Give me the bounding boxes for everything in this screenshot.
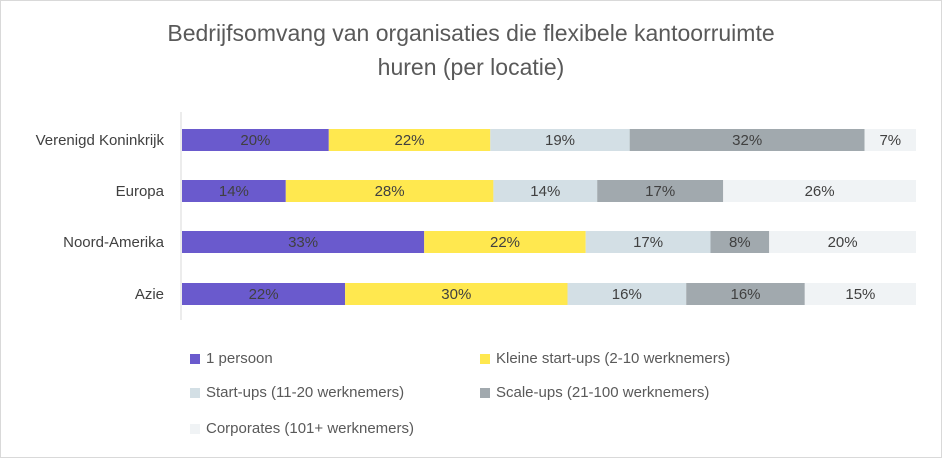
data-label: 20% — [240, 132, 270, 149]
legend-label: Scale-ups (21-100 werknemers) — [496, 384, 710, 401]
bar-segment — [493, 180, 598, 202]
chart-title: Bedrijfsomvang van organisaties die flex… — [0, 16, 942, 84]
data-label: 14% — [530, 183, 560, 200]
category-labels: Verenigd Koninkrijk Europa Noord-Amerika Az… — [36, 132, 165, 303]
legend-swatch — [190, 387, 200, 398]
data-label: 22% — [490, 234, 520, 251]
legend-item: Kleine start-ups (2-10 werknemers) — [480, 350, 730, 367]
category-label: Noord-Amerika — [63, 234, 165, 251]
chart-title-line-1: Bedrijfsomvang van organisaties die flex… — [167, 20, 775, 46]
legend-item: Start-ups (11-20 werknemers) — [190, 384, 404, 401]
bar-segment — [490, 129, 630, 151]
legend-label: Corporates (101+ werknemers) — [206, 420, 415, 437]
data-label: 17% — [633, 234, 663, 251]
data-label: 28% — [375, 183, 405, 200]
data-label: 22% — [249, 286, 279, 303]
bar-segment — [629, 129, 865, 151]
data-label: 33% — [288, 234, 318, 251]
bar-segment — [424, 231, 586, 253]
bar-segment — [864, 129, 916, 151]
data-label: 20% — [828, 234, 858, 251]
bar-segment — [182, 283, 346, 305]
legend-swatch — [190, 423, 200, 434]
legend-label: Start-ups (11-20 werknemers) — [206, 384, 405, 401]
data-label: 19% — [545, 132, 575, 149]
bar-segment — [585, 231, 711, 253]
bar-segment — [710, 231, 770, 253]
bar-segment — [686, 283, 805, 305]
data-label: 8% — [729, 234, 751, 251]
bar-segment — [182, 231, 425, 253]
legend-item: Scale-ups (21-100 werknemers) — [480, 384, 709, 401]
legend-swatch — [190, 353, 200, 364]
data-label: 14% — [219, 183, 249, 200]
category-label: Verenigd Koninkrijk — [36, 132, 165, 149]
legend-item: Corporates (101+ werknemers) — [190, 420, 414, 437]
chart-title-line-2: huren (per locatie) — [377, 54, 565, 80]
legend-swatch — [480, 353, 490, 364]
legend-label: 1 persoon — [206, 350, 273, 367]
legend-label: Kleine start-ups (2-10 werknemers) — [496, 350, 731, 367]
data-label: 16% — [730, 286, 760, 303]
bars-group: 20% 22% 19% 32% 7% 14% 28% 14% 17% 26% 33% 22% 17% 8%… — [182, 129, 916, 305]
bar-segment — [567, 283, 687, 305]
bar-segment — [804, 283, 916, 305]
category-label: Azie — [135, 286, 164, 303]
bar-segment — [723, 180, 916, 202]
data-label: 30% — [441, 286, 471, 303]
data-label: 15% — [845, 286, 875, 303]
bar-segment — [328, 129, 491, 151]
bar-segment — [597, 180, 724, 202]
bar-segment — [182, 180, 286, 202]
data-label: 17% — [645, 183, 675, 200]
category-label: Europa — [116, 183, 165, 200]
legend-item: 1 persoon — [190, 350, 273, 367]
data-label: 16% — [612, 286, 642, 303]
data-label: 7% — [879, 132, 901, 149]
bar-segment — [285, 180, 494, 202]
data-label: 22% — [394, 132, 424, 149]
bar-segment — [345, 283, 568, 305]
data-label: 26% — [805, 183, 835, 200]
data-label: 32% — [732, 132, 762, 149]
bar-segment — [769, 231, 916, 253]
legend-swatch — [480, 387, 490, 398]
bar-segment — [182, 129, 329, 151]
